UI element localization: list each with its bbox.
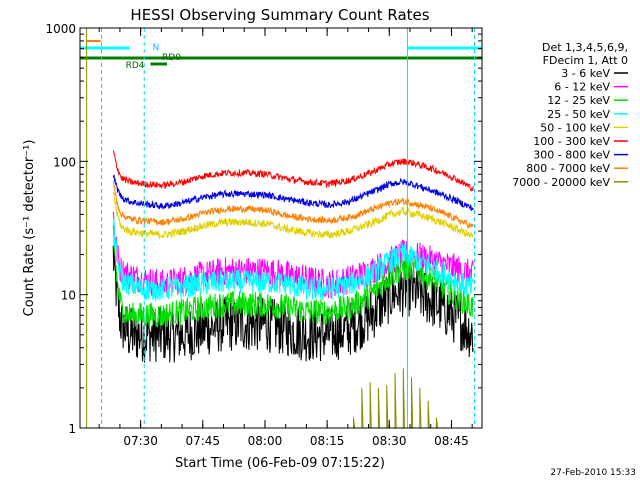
legend-entry-label: 50 - 100 keV bbox=[540, 121, 610, 134]
series-50-100-kev-line bbox=[112, 191, 474, 240]
chart-title: HESSI Observing Summary Count Rates bbox=[130, 6, 429, 24]
legend-entry-label: 100 - 300 keV bbox=[533, 135, 610, 148]
annotation-n: N bbox=[153, 43, 160, 53]
y-tick-label: 1000 bbox=[45, 22, 76, 36]
y-tick-label: 1 bbox=[68, 422, 76, 436]
x-tick-label: 07:30 bbox=[123, 434, 158, 448]
series-100-300-kev-line bbox=[112, 150, 474, 192]
legend-entry-label: 300 - 800 keV bbox=[533, 149, 610, 162]
axes: 07:30 07:45 08:00 08:15 08:30 08:45 1 10 100 1000 bbox=[45, 22, 482, 448]
legend-entry-label: 7000 - 20000 keV bbox=[512, 176, 610, 189]
series-7000-20000-kev-line bbox=[353, 368, 439, 428]
legend-header: Det 1,3,4,5,6,9, bbox=[542, 41, 628, 54]
timestamp-label: 27-Feb-2010 15:33 bbox=[550, 468, 636, 478]
legend-entry-label: 6 - 12 keV bbox=[554, 81, 610, 94]
legend: Det 1,3,4,5,6,9,FDecim 1, Att 03 - 6 keV… bbox=[512, 41, 628, 189]
series-25-50-kev-line bbox=[112, 219, 474, 302]
x-tick-label: 07:45 bbox=[185, 434, 220, 448]
x-tick-label: 08:00 bbox=[248, 434, 283, 448]
series-12-25-kev-line bbox=[112, 225, 474, 329]
legend-entry-label: 800 - 7000 keV bbox=[526, 162, 610, 175]
legend-entry-label: 25 - 50 keV bbox=[547, 108, 610, 121]
annotation-rd4: RD4 bbox=[126, 61, 145, 71]
x-tick-label: 08:30 bbox=[372, 434, 407, 448]
y-axis-label: Count Rate (s⁻¹ detector⁻¹) bbox=[22, 140, 37, 317]
legend-header: FDecim 1, Att 0 bbox=[543, 54, 628, 67]
x-tick-label: 08:15 bbox=[310, 434, 345, 448]
y-tick-label: 100 bbox=[53, 155, 76, 169]
x-axis-label: Start Time (06-Feb-09 07:15:22) bbox=[175, 456, 385, 471]
annotation-rd0: RD0 bbox=[162, 53, 181, 63]
y-tick-label: 10 bbox=[61, 289, 76, 303]
legend-entry-label: 3 - 6 keV bbox=[561, 67, 610, 80]
plot-frame bbox=[79, 27, 483, 429]
series-300-800-kev-line bbox=[112, 174, 474, 212]
series-800-7000-kev-line bbox=[112, 180, 474, 230]
legend-entry-label: 12 - 25 keV bbox=[547, 94, 610, 107]
x-tick-label: 08:45 bbox=[434, 434, 469, 448]
